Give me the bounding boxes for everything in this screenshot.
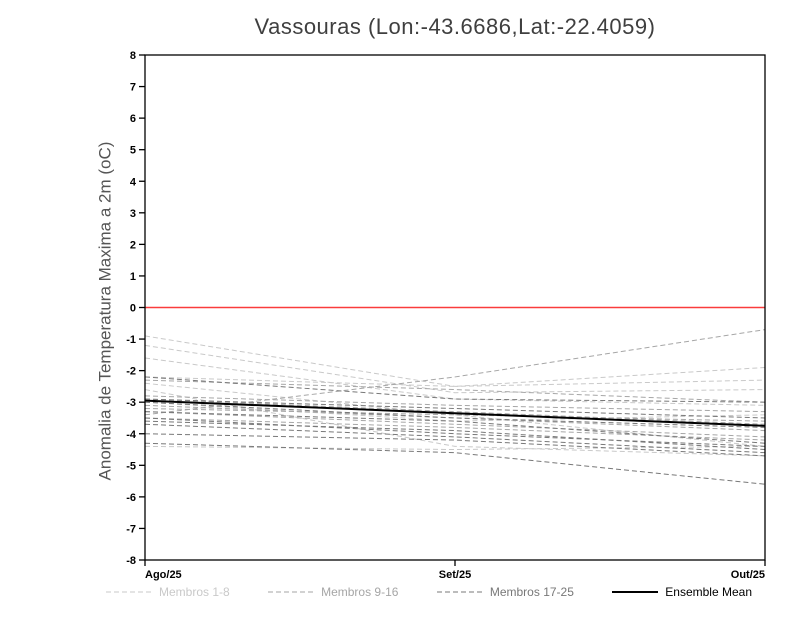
- svg-text:7: 7: [130, 82, 136, 94]
- svg-text:5: 5: [130, 145, 136, 157]
- svg-text:1: 1: [130, 271, 136, 283]
- svg-text:3: 3: [130, 208, 136, 220]
- svg-text:0: 0: [130, 303, 136, 315]
- svg-text:8: 8: [130, 50, 136, 62]
- svg-text:Ago/25: Ago/25: [145, 569, 182, 581]
- svg-text:4: 4: [130, 176, 137, 188]
- svg-text:-3: -3: [126, 397, 136, 409]
- dashed-line-sample-icon: [106, 591, 152, 593]
- dashed-line-sample-icon: [268, 591, 315, 593]
- legend-label: Membros 17-25: [489, 585, 574, 599]
- svg-text:-5: -5: [126, 460, 136, 472]
- svg-text:-7: -7: [126, 523, 136, 535]
- legend: Membros 1-8 Membros 9-16 Membros 17-25 E…: [106, 585, 752, 599]
- svg-text:-1: -1: [126, 334, 136, 346]
- dashed-line-sample-icon: [436, 591, 483, 593]
- legend-label: Membros 9-16: [321, 585, 399, 599]
- svg-text:-4: -4: [126, 429, 137, 441]
- svg-text:2: 2: [130, 239, 136, 251]
- svg-text:6: 6: [130, 113, 136, 125]
- legend-item-membros-9-16: Membros 9-16: [268, 585, 398, 599]
- y-axis-label: Anomalia de Temperatura Maxima a 2m (oC): [95, 141, 115, 481]
- legend-item-ensemble-mean: Ensemble Mean: [612, 585, 752, 599]
- legend-label: Membros 1-8: [159, 585, 230, 599]
- chart-title: Vassouras (Lon:-43.6686,Lat:-22.4059): [254, 14, 656, 39]
- svg-text:Set/25: Set/25: [439, 569, 471, 581]
- legend-item-membros-17-25: Membros 17-25: [436, 585, 574, 599]
- legend-label: Ensemble Mean: [665, 585, 752, 599]
- svg-text:-8: -8: [126, 555, 136, 567]
- legend-item-membros-1-8: Membros 1-8: [106, 585, 230, 599]
- svg-text:-2: -2: [126, 366, 136, 378]
- svg-text:-6: -6: [126, 492, 136, 504]
- solid-line-sample-icon: [612, 591, 659, 593]
- svg-text:Out/25: Out/25: [731, 569, 765, 581]
